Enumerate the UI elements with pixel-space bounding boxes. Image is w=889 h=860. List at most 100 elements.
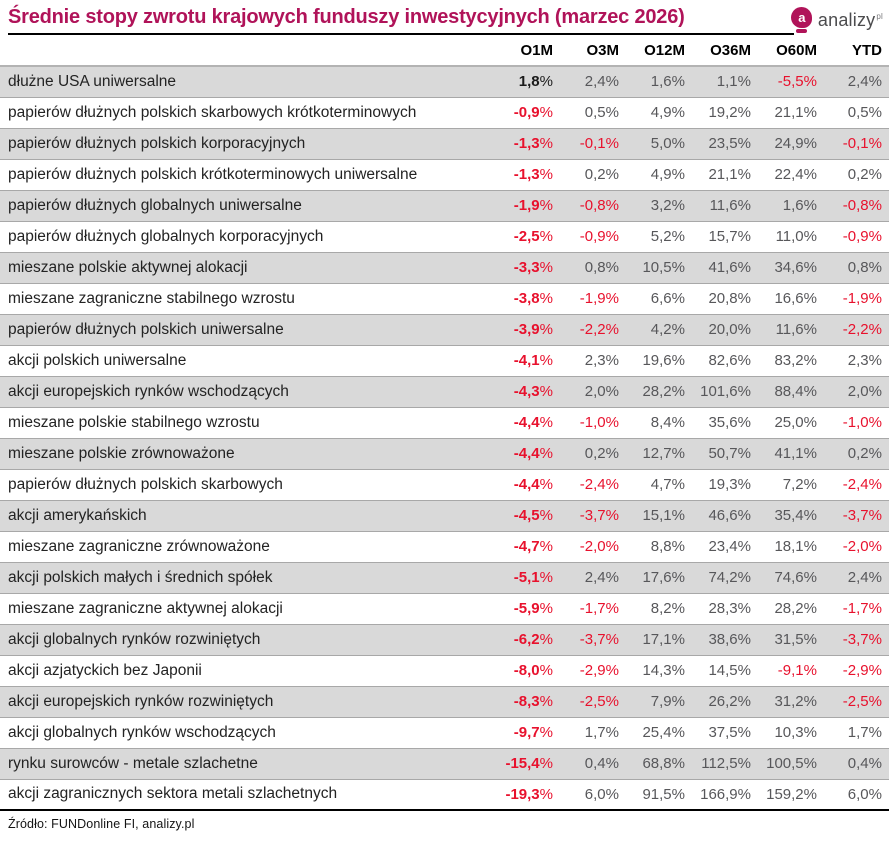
fund-category-label: papierów dłużnych polskich krótkotermino… (0, 159, 487, 191)
table-row: mieszane polskie stabilnego wzrostu -4,4%… (0, 407, 889, 439)
return-value: -4,4% (487, 438, 553, 470)
return-value: -4,5% (487, 500, 553, 532)
fund-category-label: akcji europejskich rynków wschodzących (0, 376, 487, 408)
return-value: 19,6% (619, 345, 685, 377)
return-value: -1,7% (553, 593, 619, 625)
return-value: 14,3% (619, 655, 685, 687)
return-value: -1,9% (487, 190, 553, 222)
fund-category-label: akcji azjatyckich bez Japonii (0, 655, 487, 687)
return-value: 15,1% (619, 500, 685, 532)
return-value: -0,1% (817, 128, 889, 160)
return-value: -3,7% (553, 624, 619, 656)
return-value: 8,4% (619, 407, 685, 439)
return-value: 28,3% (685, 593, 751, 625)
return-value: -2,4% (553, 469, 619, 501)
return-value: 2,4% (817, 562, 889, 594)
fund-category-label: papierów dłużnych globalnych korporacyjn… (0, 221, 487, 253)
return-value: 100,5% (751, 748, 817, 780)
return-value: -1,0% (553, 407, 619, 439)
return-value: -9,1% (751, 655, 817, 687)
return-value: 0,4% (553, 748, 619, 780)
return-value: -0,9% (487, 97, 553, 129)
table-row: akcji polskich małych i średnich spółek -… (0, 562, 889, 594)
column-header-O60M: O60M (751, 35, 817, 67)
return-value: 2,3% (817, 345, 889, 377)
return-value: 46,6% (685, 500, 751, 532)
return-value: 0,5% (553, 97, 619, 129)
fund-category-label: papierów dłużnych polskich skarbowych (0, 469, 487, 501)
return-value: 23,5% (685, 128, 751, 160)
return-value: -2,0% (817, 531, 889, 563)
fund-category-label: akcji polskich uniwersalne (0, 345, 487, 377)
return-value: 82,6% (685, 345, 751, 377)
return-value: -2,4% (817, 469, 889, 501)
fund-category-label: akcji globalnych rynków wschodzących (0, 717, 487, 749)
return-value: 11,0% (751, 221, 817, 253)
return-value: 1,6% (619, 66, 685, 98)
column-header-empty (0, 35, 487, 67)
return-value: 22,4% (751, 159, 817, 191)
fund-category-label: papierów dłużnych polskich korporacyjnyc… (0, 128, 487, 160)
return-value: 0,2% (817, 159, 889, 191)
return-value: 35,4% (751, 500, 817, 532)
fund-category-label: mieszane polskie zrównoważone (0, 438, 487, 470)
return-value: 4,9% (619, 97, 685, 129)
return-value: 2,4% (553, 66, 619, 98)
return-value: -0,8% (817, 190, 889, 222)
source-note: Źródło: FUNDonline FI, analizy.pl (8, 817, 195, 831)
fund-category-label: akcji amerykańskich (0, 500, 487, 532)
return-value: 1,7% (817, 717, 889, 749)
page-title: Średnie stopy zwrotu krajowych funduszy … (8, 6, 685, 28)
title-underline (8, 33, 794, 35)
return-value: -1,3% (487, 159, 553, 191)
return-value: 15,7% (685, 221, 751, 253)
return-value: -8,3% (487, 686, 553, 718)
return-value: -5,5% (751, 66, 817, 98)
table-row: akcji azjatyckich bez Japonii -8,0% -2,9% 1… (0, 655, 889, 687)
column-header-YTD: YTD (817, 35, 889, 67)
return-value: 68,8% (619, 748, 685, 780)
return-value: 166,9% (685, 779, 751, 811)
table-row: papierów dłużnych polskich skarbowych -4,… (0, 469, 889, 501)
return-value: -3,7% (817, 624, 889, 656)
return-value: 19,2% (685, 97, 751, 129)
return-value: 31,5% (751, 624, 817, 656)
return-value: -4,1% (487, 345, 553, 377)
return-value: -3,7% (817, 500, 889, 532)
return-value: 17,6% (619, 562, 685, 594)
fund-category-label: mieszane zagraniczne aktywnej alokacji (0, 593, 487, 625)
table-row: akcji amerykańskich -4,5% -3,7% 15,1% 46,6% 3… (0, 500, 889, 532)
return-value: 35,6% (685, 407, 751, 439)
return-value: -3,9% (487, 314, 553, 346)
table-row: akcji globalnych rynków rozwiniętych -6,2… (0, 624, 889, 656)
return-value: -2,5% (553, 686, 619, 718)
table-row: mieszane polskie aktywnej alokacji -3,3% 0… (0, 252, 889, 284)
return-value: 0,4% (817, 748, 889, 780)
table-row: mieszane zagraniczne aktywnej alokacji -5… (0, 593, 889, 625)
table-row: papierów dłużnych polskich korporacyjnyc… (0, 128, 889, 160)
header: Średnie stopy zwrotu krajowych funduszy … (0, 0, 889, 33)
return-value: 74,6% (751, 562, 817, 594)
return-value: 10,5% (619, 252, 685, 284)
return-value: 2,0% (553, 376, 619, 408)
return-value: -4,4% (487, 407, 553, 439)
return-value: -0,1% (553, 128, 619, 160)
column-header-O36M: O36M (685, 35, 751, 67)
return-value: -2,9% (553, 655, 619, 687)
return-value: -15,4% (487, 748, 553, 780)
return-value: -9,7% (487, 717, 553, 749)
return-value: 28,2% (751, 593, 817, 625)
logo-tail (796, 29, 808, 33)
return-value: -1,7% (817, 593, 889, 625)
return-value: -8,0% (487, 655, 553, 687)
table-row: papierów dłużnych polskich skarbowych kr… (0, 97, 889, 129)
fund-category-label: mieszane zagraniczne zrównoważone (0, 531, 487, 563)
return-value: 24,9% (751, 128, 817, 160)
return-value: 41,6% (685, 252, 751, 284)
return-value: 34,6% (751, 252, 817, 284)
fund-category-label: rynku surowców - metale szlachetne (0, 748, 487, 780)
table-row: papierów dłużnych polskich krótkotermino… (0, 159, 889, 191)
return-value: 41,1% (751, 438, 817, 470)
return-value: 5,2% (619, 221, 685, 253)
